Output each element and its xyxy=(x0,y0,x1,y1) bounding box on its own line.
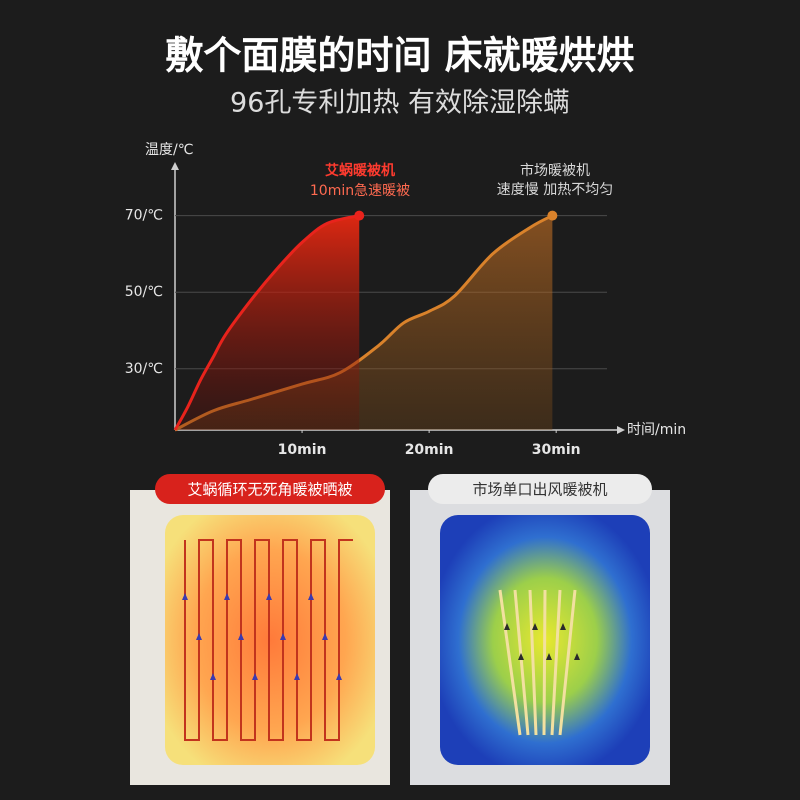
coil-path xyxy=(184,539,353,741)
air-line xyxy=(542,589,547,736)
panel-label: 市场单口出风暖被机 xyxy=(472,481,607,499)
x-tick-label: 30min xyxy=(532,442,581,458)
air-line xyxy=(550,589,562,736)
air-outlet-lines xyxy=(498,589,580,736)
series-annotation: 速度慢 加热不均匀 xyxy=(497,181,613,198)
chart: 温度/℃ 时间/min 30/℃ 50/℃ 70/℃ 10min 20min 30min 艾蜗暖… xyxy=(125,142,686,458)
title: 敷个面膜的时间 床就暖烘烘 xyxy=(165,34,634,78)
flow-arrow xyxy=(252,673,258,680)
flow-arrow xyxy=(266,593,272,600)
y-tick-label: 70/℃ xyxy=(125,208,163,224)
air-line xyxy=(558,589,577,736)
flow-arrow xyxy=(308,593,314,600)
air-line xyxy=(513,589,530,736)
flow-arrow xyxy=(336,673,342,680)
y-tick-label: 30/℃ xyxy=(125,361,163,377)
flow-arrow xyxy=(238,633,244,640)
x-axis-label: 时间/min xyxy=(627,422,686,438)
panel-label: 艾蜗循环无死角暖被晒被 xyxy=(187,481,352,499)
y-axis-arrow xyxy=(171,162,179,170)
flow-arrow xyxy=(182,593,188,600)
series-line xyxy=(173,214,360,431)
flow-arrow xyxy=(546,653,552,660)
flow-arrow xyxy=(224,593,230,600)
x-axis-arrow xyxy=(617,426,625,434)
flow-arrow xyxy=(560,623,566,630)
flow-arrow xyxy=(294,673,300,680)
panel-label-pill xyxy=(155,474,385,504)
y-tick-label: 50/℃ xyxy=(125,284,163,300)
x-tick-label: 20min xyxy=(405,442,454,458)
series-name: 艾蜗暖被机 xyxy=(325,162,395,179)
flow-arrow xyxy=(210,673,216,680)
flow-arrow xyxy=(196,633,202,640)
flow-arrow xyxy=(518,653,524,660)
series-annotation: 10min急速暖被 xyxy=(310,183,410,199)
panel-label-pill xyxy=(428,474,652,504)
series-area xyxy=(175,215,360,430)
flow-arrow xyxy=(574,653,580,660)
x-tick-label: 10min xyxy=(278,442,327,458)
end-point xyxy=(547,210,558,221)
flow-arrow xyxy=(322,633,328,640)
y-axis-label: 温度/℃ xyxy=(145,142,193,158)
heating-coil xyxy=(182,539,353,741)
series-name: 市场暖被机 xyxy=(520,162,590,179)
flow-arrow xyxy=(532,623,538,630)
flow-arrow xyxy=(504,623,510,630)
subtitle: 96孔专利加热 有效除湿除螨 xyxy=(230,88,570,119)
end-point xyxy=(354,210,365,221)
air-line xyxy=(528,589,538,736)
flow-arrow xyxy=(280,633,286,640)
series-area xyxy=(175,215,553,430)
air-line xyxy=(498,589,522,736)
